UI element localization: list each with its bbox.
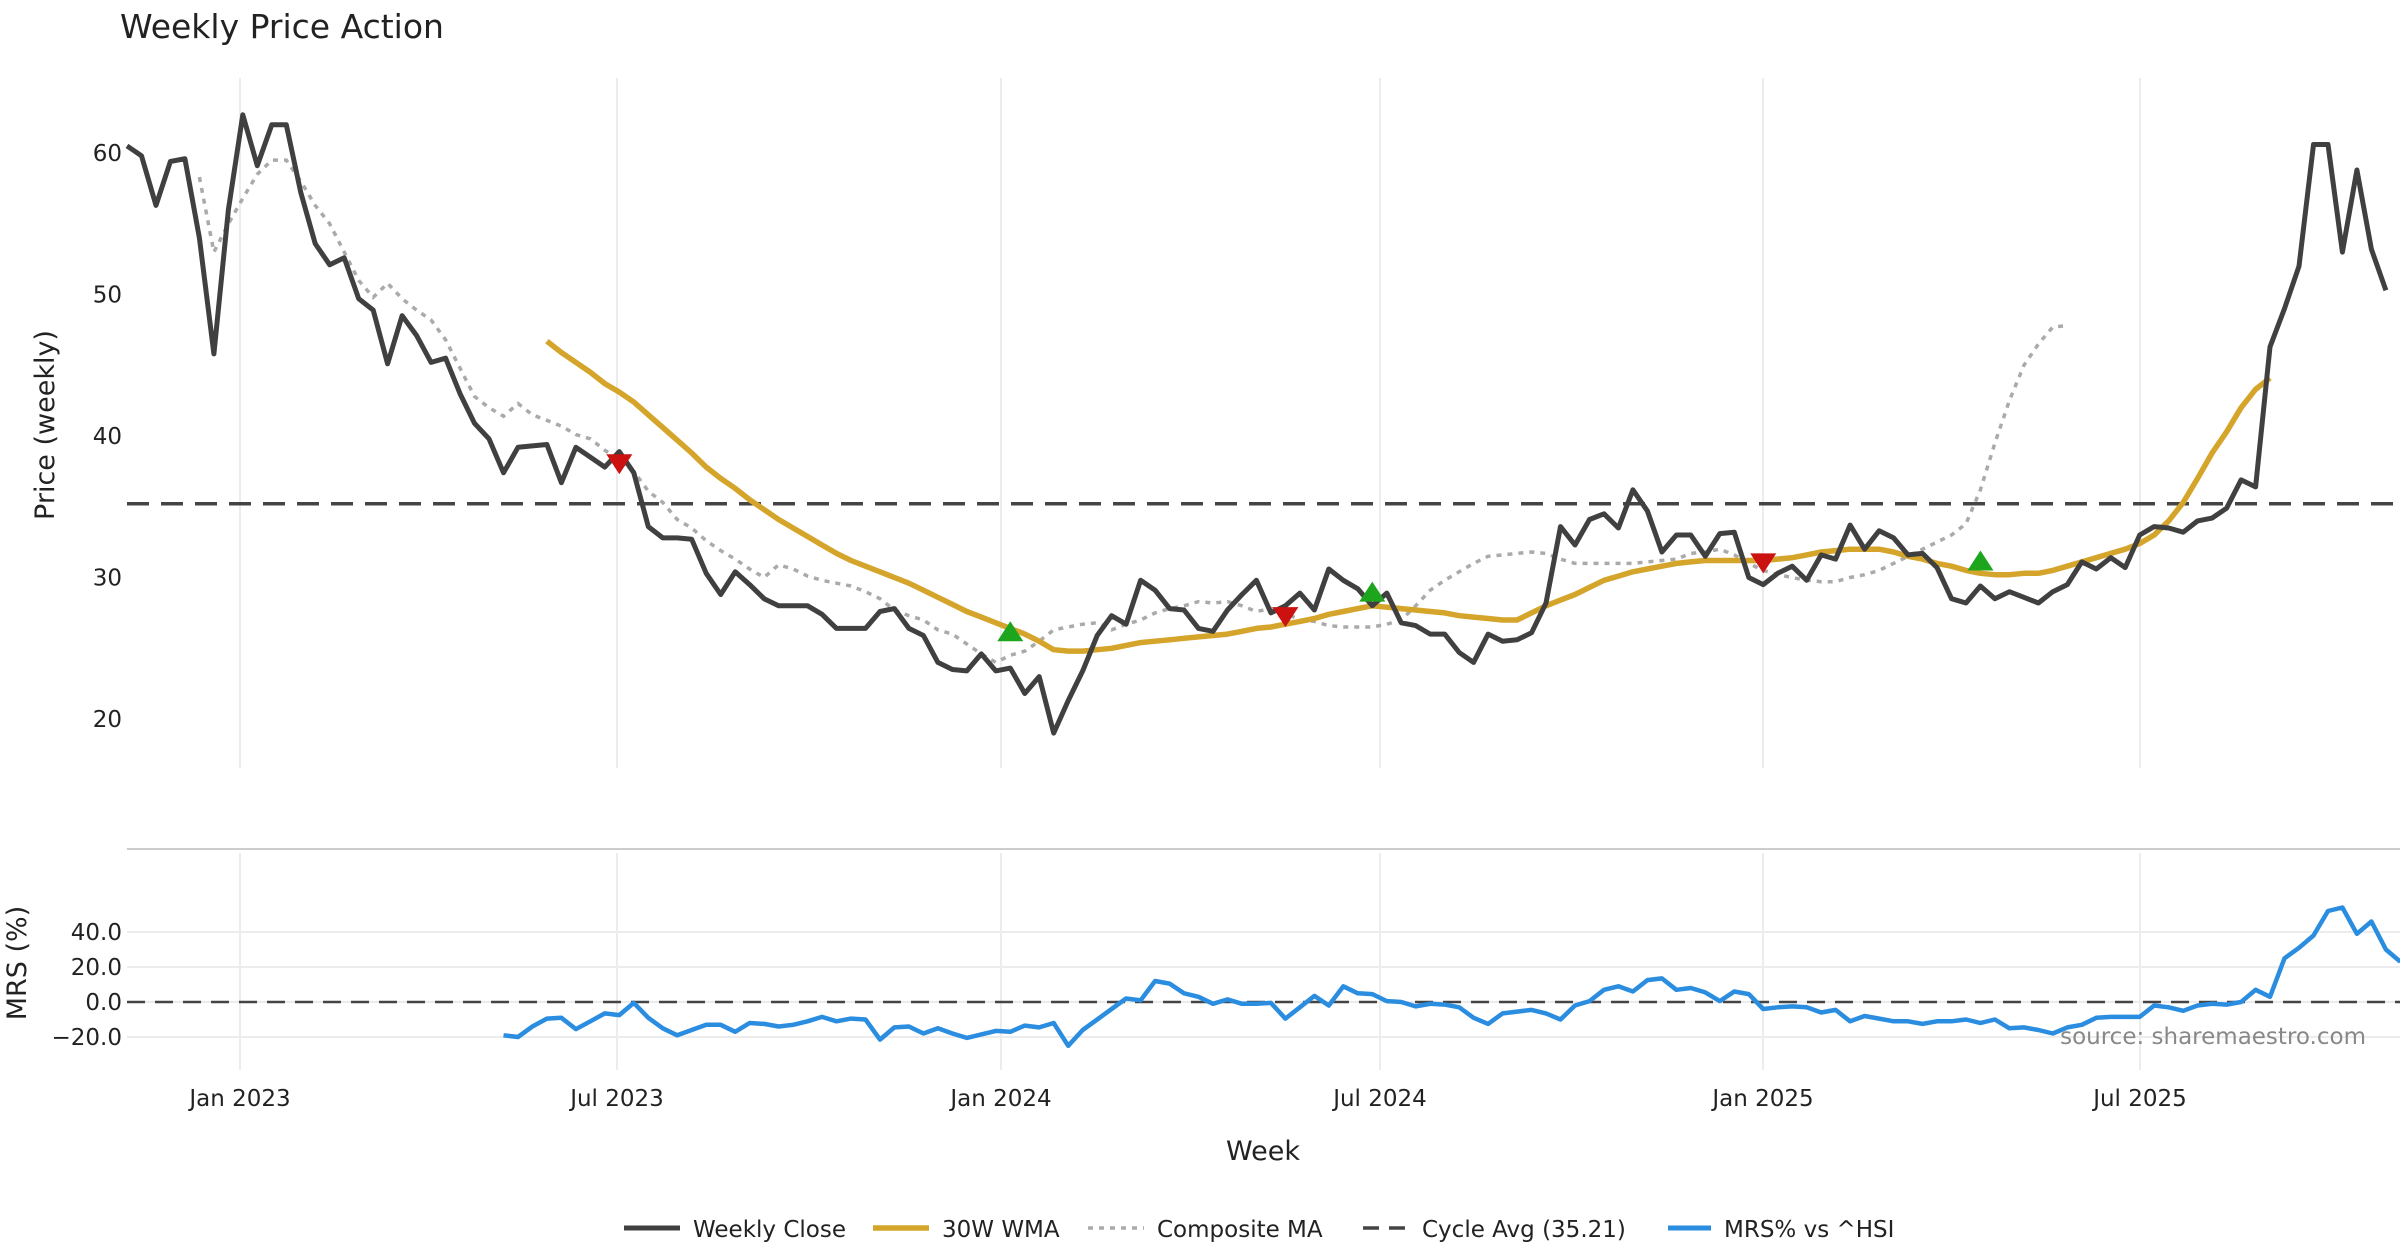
mrs-y-ticks: 40.0 20.0 0.0 −20.0 <box>52 920 122 1051</box>
legend-label-close: Weekly Close <box>693 1217 846 1243</box>
legend-label-wma: 30W WMA <box>942 1217 1060 1243</box>
composite-ma-line <box>197 158 2068 665</box>
x-tick-0: Jan 2023 <box>187 1086 290 1112</box>
source-label: source: sharemaestro.com <box>2060 1024 2366 1050</box>
legend-label-cycle: Cycle Avg (35.21) <box>1422 1217 1626 1243</box>
price-y-ticks: 20 30 40 50 60 <box>93 141 122 733</box>
price-y-tick-1: 30 <box>93 566 122 592</box>
x-tick-5: Jul 2025 <box>2091 1086 2187 1112</box>
x-tick-2: Jan 2024 <box>948 1086 1051 1112</box>
price-y-axis-title: Price (weekly) <box>30 330 61 520</box>
wma-30w-line <box>545 339 2272 654</box>
mrs-y-tick-2: 0.0 <box>85 990 122 1016</box>
mrs-y-tick-3: −20.0 <box>52 1025 122 1051</box>
price-y-tick-3: 50 <box>93 283 122 309</box>
x-tick-1: Jul 2023 <box>568 1086 664 1112</box>
x-tick-4: Jan 2025 <box>1710 1086 1813 1112</box>
x-axis-title: Week <box>1226 1136 1300 1167</box>
mrs-y-tick-1: 20.0 <box>71 955 122 981</box>
legend-label-mrs: MRS% vs ^HSI <box>1724 1217 1894 1243</box>
mrs-y-tick-0: 40.0 <box>71 920 122 946</box>
buy-signal-1 <box>1359 581 1386 602</box>
buy-signal-0 <box>997 621 1024 642</box>
weekly-close-line <box>125 112 2389 736</box>
legend-label-composite: Composite MA <box>1157 1217 1323 1243</box>
buy-signal-2 <box>1967 550 1994 571</box>
price-y-tick-4: 60 <box>93 141 122 167</box>
mrs-grid <box>127 853 2400 1070</box>
price-y-tick-2: 40 <box>93 424 122 450</box>
x-tick-3: Jul 2024 <box>1331 1086 1427 1112</box>
chart-title: Weekly Price Action <box>120 7 444 46</box>
price-panel: 20 30 40 50 60 Price (weekly) <box>30 78 2400 768</box>
legend: Weekly Close 30W WMA Composite MA Cycle … <box>624 1217 1894 1243</box>
sell-signal-1 <box>1272 607 1299 628</box>
mrs-y-axis-title: MRS (%) <box>2 906 33 1021</box>
price-grid <box>239 78 2141 768</box>
sell-signal-0 <box>606 454 633 475</box>
price-y-tick-0: 20 <box>93 707 122 733</box>
sell-signal-2 <box>1750 553 1777 574</box>
x-ticks: Jan 2023 Jul 2023 Jan 2024 Jul 2024 Jan 2025… <box>187 1086 2186 1112</box>
signal-markers <box>606 454 1994 642</box>
mrs-panel: 40.0 20.0 0.0 −20.0 MRS (%) source: sharema… <box>2 848 2400 1070</box>
mrs-line <box>503 905 2400 1049</box>
